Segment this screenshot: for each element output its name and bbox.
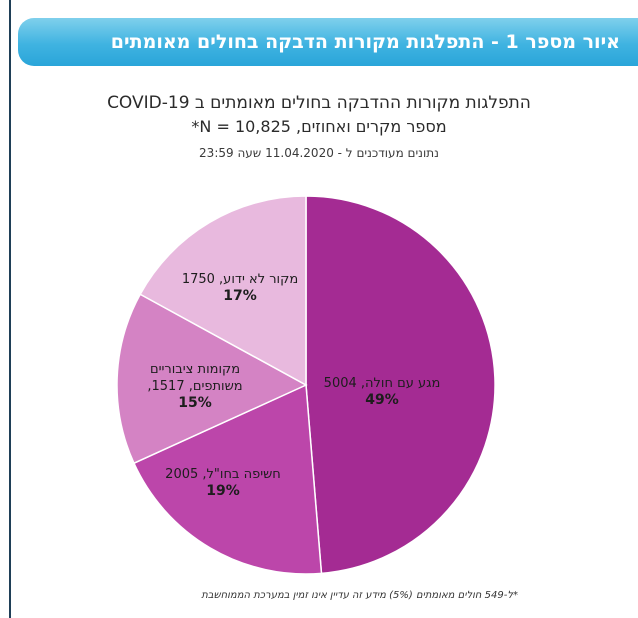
pie-slice-unknown	[139, 195, 307, 387]
chart-title: התפלגות מקורות ההדבקה בחולים מאומתים ב C…	[107, 93, 531, 113]
slice-label-abroad-text: חשיפה בחו"ל, 2005	[165, 467, 281, 482]
slice-label-public-places-line1: מקומות ציבוריים	[149, 362, 241, 377]
slice-label-unknown: מקור לא ידוע, 1750 17%	[175, 271, 305, 305]
slice-label-contact: מגע עם חולה, 5004 49%	[322, 375, 442, 409]
slice-label-public-places-line2: משותפים, 1517,	[147, 379, 243, 394]
pie-slice-public-places	[116, 293, 308, 465]
slice-label-abroad-percent: 19%	[206, 483, 240, 499]
slice-label-unknown-text: מקור לא ידוע, 1750	[181, 272, 299, 287]
slice-label-contact-text: מגע עם חולה, 5004	[323, 376, 441, 391]
slice-label-public-places-percent: 15%	[178, 395, 212, 411]
slice-label-contact-percent: 49%	[365, 392, 399, 408]
figure-banner	[18, 18, 638, 66]
figure-title: איור מספר 1 - התפלגות מקורות הדבקה בחולי…	[110, 31, 620, 53]
slice-label-unknown-percent: 17%	[223, 288, 257, 304]
chart-subtitle: מספר מקרים ואחוזים, N = 10,825*	[191, 117, 447, 136]
slice-label-abroad: חשיפה בחו"ל, 2005 19%	[158, 466, 288, 500]
chart-update-note: נתונים מעודכנים ל - 11.04.2020 שעה 23:59	[199, 146, 439, 160]
pie-slice-abroad	[132, 383, 323, 575]
pie-slice-contact	[305, 195, 496, 575]
slice-label-public-places: מקומות ציבוריים משותפים, 1517, 15%	[140, 361, 250, 412]
chart-footnote: *ל-549 חולים מאומתים (5%) מידע זה עדיין …	[201, 590, 518, 601]
